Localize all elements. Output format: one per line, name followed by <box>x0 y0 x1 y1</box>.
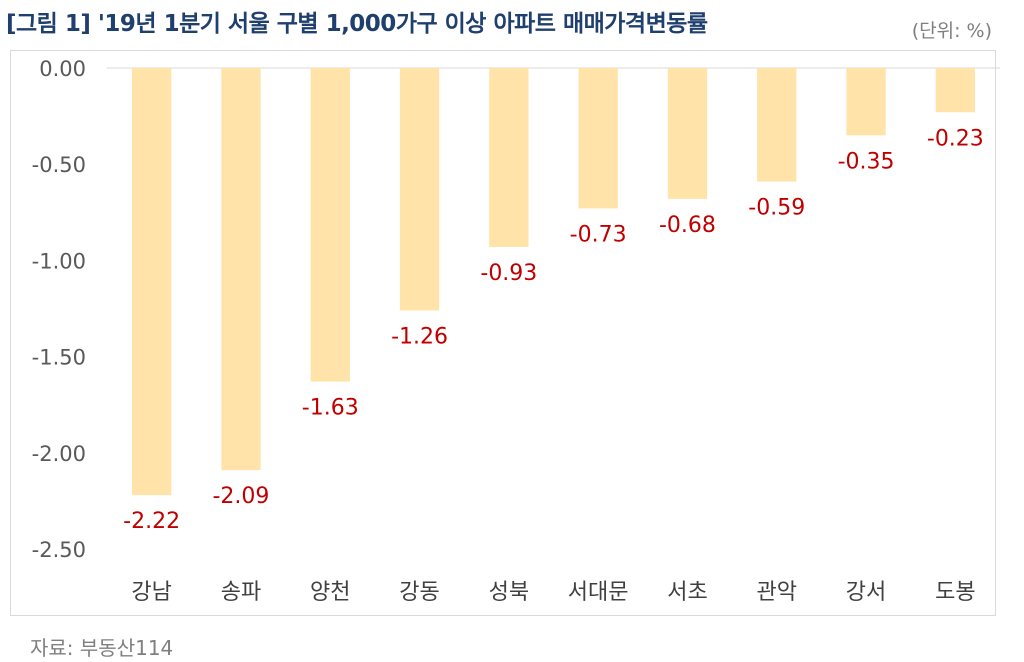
unit-label: (단위: %) <box>911 20 992 42</box>
data-label-2: -1.63 <box>302 396 359 421</box>
bar-6 <box>667 68 708 199</box>
data-label-6: -0.68 <box>659 213 716 238</box>
category-label-7: 관악 <box>757 580 797 605</box>
data-label-9: -0.23 <box>927 126 984 151</box>
bar-9 <box>935 68 975 113</box>
bar-7 <box>757 68 797 182</box>
category-label-2: 양천 <box>310 580 350 605</box>
data-label-5: -0.73 <box>570 222 627 247</box>
category-label-3: 강동 <box>399 580 439 605</box>
category-label-1: 송파 <box>221 580 261 605</box>
data-label-4: -0.93 <box>480 261 537 286</box>
x-axis-labels: 강남 송파 양천 강동 성북 서대문 서초 관악 강서 도봉 <box>131 580 975 605</box>
y-tick-label: -0.50 <box>32 153 86 177</box>
y-tick-label: -1.50 <box>32 346 86 370</box>
bar-2 <box>310 68 350 382</box>
y-tick-label: 0.00 <box>39 57 86 81</box>
y-tick-label: -2.00 <box>32 442 86 466</box>
chart-title: [그림 1] '19년 1분기 서울 구별 1,000가구 이상 아파트 매매가… <box>6 11 708 37</box>
y-axis: 0.00 -0.50 -1.00 -1.50 -2.00 -2.50 <box>32 57 1000 562</box>
bars <box>132 68 975 496</box>
bar-1 <box>221 68 261 471</box>
data-label-0: -2.22 <box>123 509 180 534</box>
category-label-6: 서초 <box>667 580 707 605</box>
bar-4 <box>489 68 529 247</box>
category-label-0: 강남 <box>131 580 171 605</box>
data-label-7: -0.59 <box>748 196 805 221</box>
data-label-3: -1.26 <box>391 324 448 349</box>
category-label-4: 성북 <box>489 580 529 605</box>
y-tick-label: -2.50 <box>32 538 86 562</box>
bar-5 <box>578 68 618 209</box>
y-tick-label: -1.00 <box>32 249 86 273</box>
bar-0 <box>132 68 172 496</box>
data-label-8: -0.35 <box>838 149 895 174</box>
category-label-9: 도봉 <box>935 580 975 605</box>
category-label-5: 서대문 <box>568 580 629 605</box>
data-label-1: -2.09 <box>212 484 269 509</box>
bar-8 <box>846 68 886 136</box>
source-note: 자료: 부동산114 <box>30 636 174 660</box>
bar-3 <box>399 68 440 311</box>
data-labels: -2.22 -2.09 -1.63 -1.26 -0.93 -0.73 -0.68 -0.59… <box>123 126 984 534</box>
chart-frame <box>10 50 996 616</box>
category-label-8: 강서 <box>846 580 886 605</box>
